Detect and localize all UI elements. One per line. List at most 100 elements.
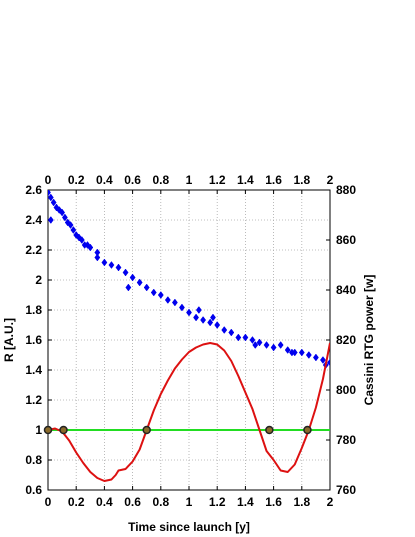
power-marker (101, 258, 108, 267)
grid (48, 190, 330, 490)
power-marker (242, 333, 249, 342)
x-tick-label-top: 0.2 (68, 173, 85, 187)
y-tick-label-right: 820 (336, 333, 356, 347)
x-tick-label-top: 1 (186, 173, 193, 187)
x-tick-label-top: 0 (45, 173, 52, 187)
power-marker (210, 313, 216, 322)
y-tick-label-left: 2.6 (25, 183, 42, 197)
power-marker (221, 326, 228, 334)
power-marker (312, 353, 319, 362)
x-ticks-top: 0 0.2 0.4 0.6 0.8 1 1.2 1.4 1.6 1.8 2 (45, 173, 334, 187)
power-marker (305, 351, 312, 359)
power-marker (249, 336, 256, 344)
x-tick-label-top: 1.2 (209, 173, 226, 187)
y-tick-label-left: 2 (35, 273, 42, 287)
power-marker (284, 346, 291, 354)
power-marker (70, 226, 77, 234)
power-marker (115, 263, 122, 272)
power-marker (320, 356, 326, 364)
power-marker (263, 341, 270, 349)
power-marker (277, 341, 284, 349)
power-marker (78, 236, 85, 244)
x-tick-label: 1.2 (209, 495, 226, 509)
power-marker (122, 268, 129, 277)
power-marker (87, 243, 94, 252)
power-marker (164, 296, 171, 304)
power-marker (214, 321, 221, 329)
power-marker (94, 248, 101, 257)
power-marker (150, 288, 157, 297)
y-tick-label-left: 0.8 (25, 453, 42, 467)
power-marker (108, 261, 115, 269)
power-marker (228, 328, 235, 337)
power-marker (235, 333, 242, 342)
power-marker (252, 341, 259, 349)
y-axis-label-right: Cassini RTG power [w] (362, 275, 376, 406)
x-tick-label-top: 0.4 (96, 173, 113, 187)
y-tick-label-left: 2.4 (25, 213, 42, 227)
crossing-marker (303, 425, 312, 435)
x-tick-label: 1 (186, 495, 193, 509)
x-tick-label: 0.8 (152, 495, 169, 509)
crossing-marker (43, 425, 53, 435)
power-marker (288, 348, 295, 357)
y-ticks-right: 760 780 800 820 840 860 880 (336, 183, 356, 497)
x-ticks-bottom: 0 0.2 0.4 0.6 0.8 1 1.2 1.4 1.6 1.8 2 (45, 495, 334, 509)
y-tick-label-left: 2.2 (25, 243, 42, 257)
power-marker (171, 298, 178, 307)
power-marker (61, 213, 68, 222)
y-ticks-left: 0.6 0.8 1 1.2 1.4 1.6 1.8 2 2.2 2.4 2.6 (25, 183, 42, 497)
y-tick-label-right: 880 (336, 183, 356, 197)
series-layer (43, 190, 330, 482)
y-tick-label-left: 1.6 (25, 333, 42, 347)
x-tick-label: 1.6 (265, 495, 282, 509)
power-marker (256, 338, 263, 347)
power-marker (193, 313, 199, 322)
power-marker (48, 193, 54, 202)
power-marker (157, 291, 164, 299)
y-tick-label-right: 860 (336, 233, 356, 247)
power-marker (327, 358, 330, 367)
power-marker (200, 316, 207, 324)
power-marker (48, 190, 51, 197)
crossing-marker (142, 425, 151, 435)
power-marker (143, 283, 150, 292)
power-marker (50, 198, 57, 207)
power-marker (270, 343, 277, 352)
y-tick-label-right: 780 (336, 433, 356, 447)
power-marker (129, 273, 136, 282)
y-tick-label-left: 1.8 (25, 303, 42, 317)
x-axis-label: Time since launch [y] (128, 520, 250, 534)
x-tick-label-top: 1.6 (265, 173, 282, 187)
power-marker (67, 221, 74, 229)
power-marker (207, 318, 214, 327)
x-tick-label: 1.4 (237, 495, 254, 509)
power-marker (298, 348, 305, 357)
crossing-marker (265, 425, 274, 435)
distance-curve (48, 342, 330, 482)
power-marker (94, 253, 101, 262)
y-tick-label-left: 1 (35, 423, 42, 437)
x-tick-label-top: 1.4 (237, 173, 254, 187)
y-tick-label-right: 840 (336, 283, 356, 297)
power-marker (195, 306, 202, 314)
power-marker (125, 283, 132, 292)
x-tick-label: 1.8 (293, 495, 310, 509)
x-tick-label: 2 (327, 495, 334, 509)
x-tick-label: 0 (45, 495, 52, 509)
y-tick-label-right: 800 (336, 383, 356, 397)
y-axis-label-left: R [A.U.] (2, 318, 16, 362)
x-tick-label-top: 2 (327, 173, 334, 187)
x-tick-label-top: 0.8 (152, 173, 169, 187)
power-marker (186, 308, 192, 317)
crossing-marker (59, 425, 68, 435)
x-tick-label-top: 1.8 (293, 173, 310, 187)
power-marker (136, 278, 143, 287)
y-tick-label-left: 1.4 (25, 363, 42, 377)
x-tick-label-top: 0.6 (124, 173, 141, 187)
x-tick-label: 0.4 (96, 495, 113, 509)
x-tick-label: 0.6 (124, 495, 141, 509)
y-tick-label-left: 0.6 (25, 483, 42, 497)
plot-area (48, 190, 330, 482)
power-marker (48, 216, 54, 224)
